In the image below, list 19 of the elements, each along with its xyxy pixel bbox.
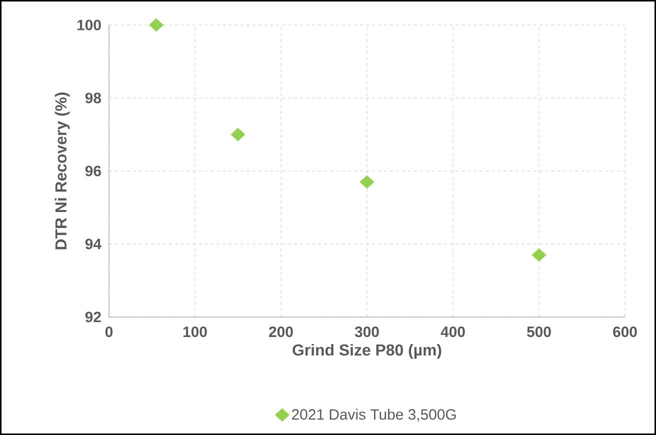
x-tick-label: 200 (269, 326, 293, 338)
y-tick-label: 96 (85, 166, 101, 176)
x-tick-label: 300 (354, 326, 379, 338)
point (360, 175, 374, 189)
point (149, 18, 164, 32)
y-tick-label: 92 (85, 312, 101, 322)
y-axis-title: DTR Ni Recovery (%) (54, 92, 70, 250)
point (532, 248, 546, 262)
legend-label: 2021 Davis Tube 3,500G (292, 408, 456, 422)
x-axis-title: Grind Size P80 (µm) (292, 344, 442, 359)
y-tick-label: 100 (77, 20, 101, 30)
y-tick-label: 98 (85, 92, 102, 104)
y-tick-label: 94 (85, 238, 102, 250)
point (230, 128, 246, 142)
x-tick-label: 100 (183, 326, 207, 338)
x-tick-label: 0 (105, 326, 113, 338)
x-tick-label: 500 (526, 326, 551, 338)
x-tick-label: 600 (613, 326, 637, 338)
x-tick-label: 400 (440, 326, 465, 338)
